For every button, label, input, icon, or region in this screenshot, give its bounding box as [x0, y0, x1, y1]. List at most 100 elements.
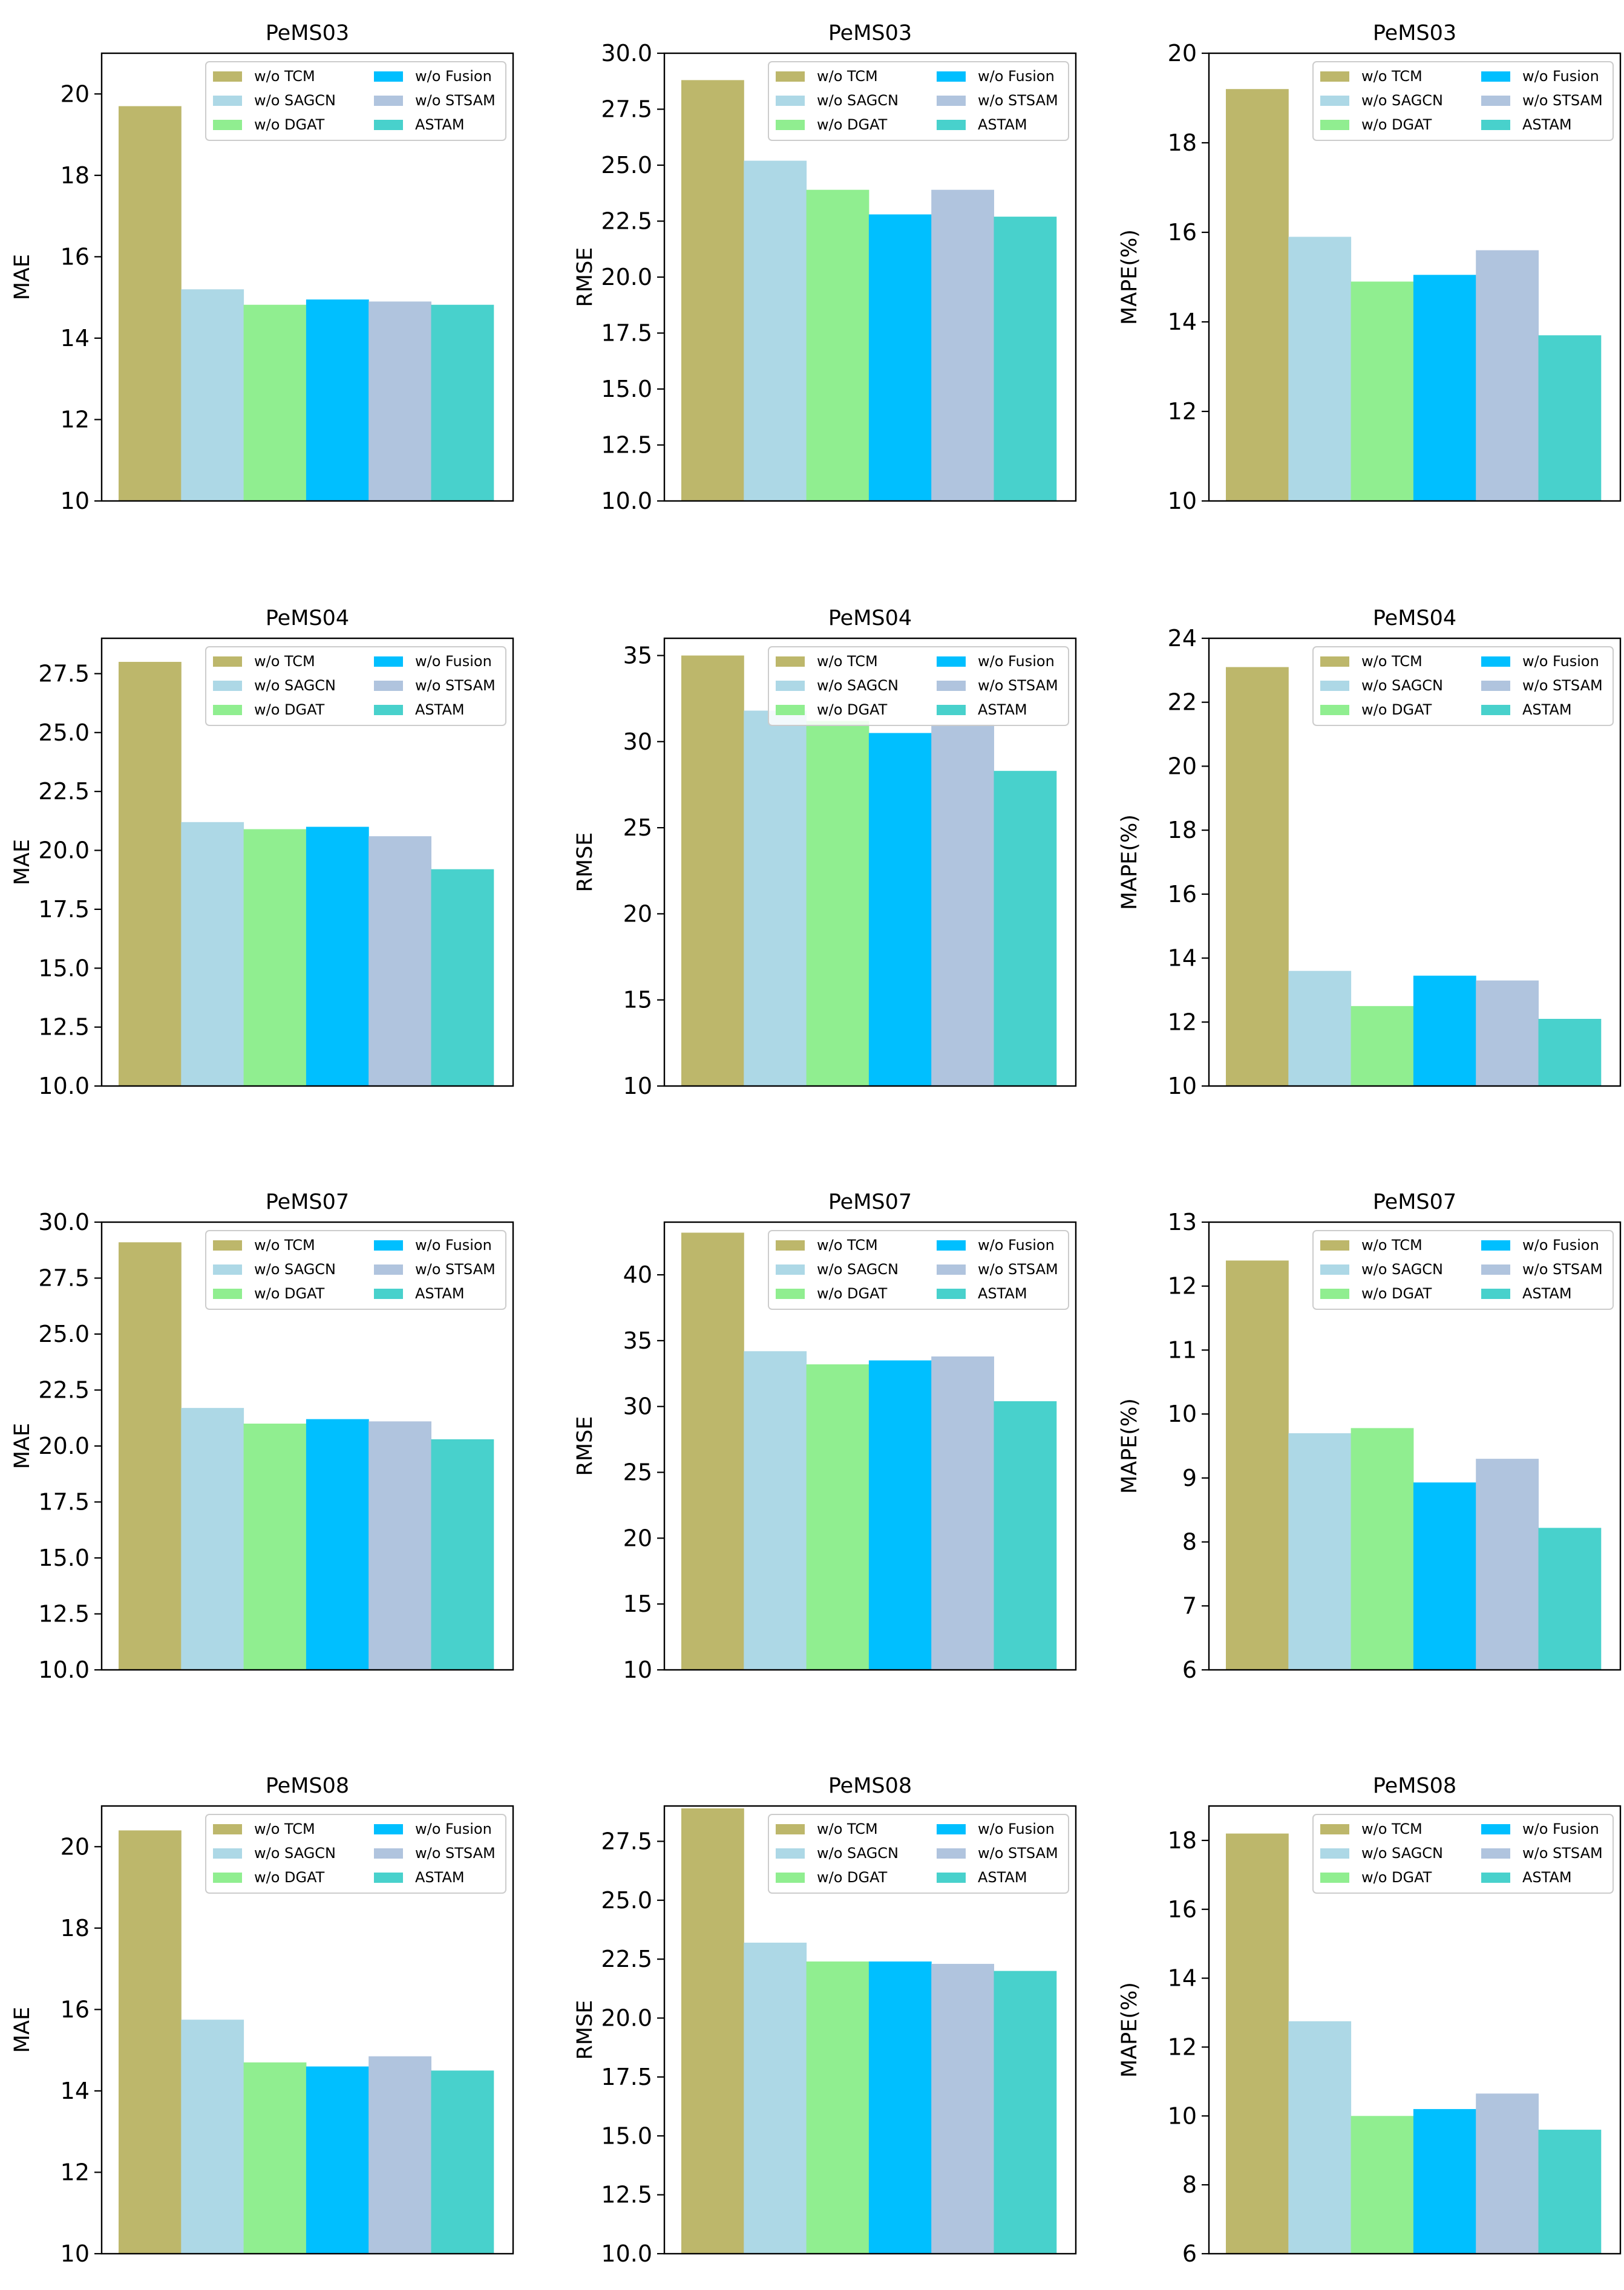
legend-swatch: [213, 1264, 242, 1275]
legend: w/o TCM w/o SAGCN w/o DGAT w/o Fusion w/o ST…: [768, 1814, 1069, 1894]
y-tick-label: 20.0: [38, 1433, 90, 1459]
y-tick-label: 27.5: [38, 1265, 90, 1292]
bar-w-o-sagcn: [181, 289, 244, 501]
legend-label: w/o TCM: [817, 68, 878, 85]
legend-swatch: [1320, 656, 1349, 667]
legend-label: w/o Fusion: [1522, 653, 1599, 670]
legend-box: [768, 1230, 1069, 1310]
bar-w-o-stsam: [1476, 2093, 1539, 2254]
y-tick-label: 40: [623, 1261, 652, 1288]
y-tick-label: 10: [1168, 488, 1197, 514]
legend-swatch: [374, 120, 403, 130]
legend-swatch: [776, 681, 805, 691]
y-tick-label: 20: [623, 1525, 652, 1551]
legend-swatch: [213, 656, 242, 667]
y-tick-label: 30: [623, 1393, 652, 1420]
legend-label: ASTAM: [415, 1285, 465, 1302]
y-tick-label: 18: [1168, 1827, 1197, 1854]
legend-swatch: [1320, 120, 1349, 130]
bar-w-o-dgat: [806, 189, 869, 501]
bar-w-o-fusion: [868, 1961, 932, 2254]
y-tick-label: 18: [61, 1915, 90, 1942]
legend-label: w/o STSAM: [978, 677, 1058, 694]
y-tick-label: 10.0: [38, 1657, 90, 1683]
y-tick-label: 35: [623, 642, 652, 669]
legend-swatch: [1320, 1264, 1349, 1275]
y-axis-label: RMSE: [573, 2000, 597, 2060]
y-tick-label: 22: [1168, 689, 1197, 716]
legend-label: w/o TCM: [1361, 68, 1423, 85]
legend: w/o TCM w/o SAGCN w/o DGAT w/o Fusion w/o ST…: [1312, 646, 1614, 726]
plot-frame: [663, 1805, 1077, 2255]
y-tick-label: 12: [1168, 398, 1197, 425]
bar-w-o-sagcn: [181, 1408, 244, 1670]
legend-swatch: [1320, 71, 1349, 82]
bar-astam: [994, 1971, 1057, 2254]
y-tick-label: 25.0: [601, 152, 652, 178]
y-tick-label: 6: [1182, 1657, 1197, 1683]
legend-label: w/o SAGCN: [817, 92, 899, 109]
bar-w-o-stsam: [931, 189, 994, 501]
legend-swatch: [776, 1240, 805, 1251]
legend-swatch: [213, 1289, 242, 1299]
y-tick-label: 11: [1168, 1336, 1197, 1363]
legend-label: w/o Fusion: [1522, 1821, 1599, 1837]
legend-label: ASTAM: [978, 116, 1027, 133]
y-tick-label: 18: [1168, 129, 1197, 156]
legend-swatch: [1481, 656, 1510, 667]
legend-label: w/o STSAM: [415, 1845, 496, 1862]
legend: w/o TCM w/o SAGCN w/o DGAT w/o Fusion w/o ST…: [1312, 61, 1614, 141]
y-tick-label: 10: [61, 488, 90, 514]
y-tick-label: 20.0: [601, 264, 652, 290]
bar-w-o-tcm: [1226, 667, 1289, 1086]
bar-w-o-sagcn: [744, 710, 807, 1086]
legend-label: w/o Fusion: [978, 68, 1055, 85]
legend-label: w/o Fusion: [978, 1821, 1055, 1837]
chart-panel-8: 10 15 20 25 30 35 40 PeMS07 RMSE w/o TCM w/o SAGCN…: [573, 1190, 1077, 1683]
bar-w-o-stsam: [368, 1421, 431, 1670]
legend-label: w/o SAGCN: [817, 1845, 899, 1862]
legend-swatch: [937, 96, 966, 106]
legend-label: w/o Fusion: [978, 1237, 1055, 1254]
y-tick-label: 14: [1168, 945, 1197, 972]
plot-frame: [663, 637, 1077, 1087]
bar-w-o-stsam: [368, 836, 431, 1086]
legend-label: ASTAM: [978, 701, 1027, 718]
bar-w-o-sagcn: [744, 1942, 807, 2254]
chart-panel-3: 10 12 14 16 18 20 PeMS03 MAPE(%) w/o TCM w/o SAGC…: [1118, 21, 1622, 514]
bar-w-o-tcm: [119, 106, 182, 502]
chart-title: PeMS07: [266, 1190, 349, 1214]
legend: w/o TCM w/o SAGCN w/o DGAT w/o Fusion w/o ST…: [205, 1814, 506, 1894]
bar-w-o-tcm: [119, 661, 182, 1086]
y-tick-label: 22.5: [38, 1377, 90, 1404]
bar-w-o-stsam: [368, 2056, 431, 2254]
chart-title: PeMS03: [828, 21, 912, 45]
legend-label: ASTAM: [978, 1869, 1027, 1886]
legend-swatch: [1320, 1848, 1349, 1859]
legend-swatch: [374, 1848, 403, 1859]
y-tick-label: 16: [1168, 219, 1197, 246]
bar-w-o-tcm: [681, 80, 744, 501]
y-axis-label: MAPE(%): [1118, 1398, 1142, 1494]
y-tick-label: 15.0: [601, 2122, 652, 2149]
legend-label: ASTAM: [415, 116, 465, 133]
legend-box: [768, 61, 1069, 141]
legend-swatch: [1481, 1289, 1510, 1299]
bar-astam: [1538, 2130, 1602, 2254]
legend-swatch: [213, 1240, 242, 1251]
legend-swatch: [374, 656, 403, 667]
legend-swatch: [1320, 1240, 1349, 1251]
legend-label: w/o Fusion: [415, 1821, 492, 1837]
plot-frame: [1208, 637, 1622, 1087]
legend-label: w/o SAGCN: [254, 92, 336, 109]
bar-w-o-dgat: [806, 1364, 869, 1670]
bar-w-o-fusion: [306, 2066, 369, 2254]
bar-astam: [1538, 1019, 1602, 1086]
y-tick-label: 22.5: [601, 208, 652, 235]
y-axis-label: MAPE(%): [1118, 1982, 1142, 2078]
bar-w-o-stsam: [1476, 1459, 1539, 1670]
bar-astam: [431, 304, 494, 501]
legend-swatch: [1481, 1240, 1510, 1251]
